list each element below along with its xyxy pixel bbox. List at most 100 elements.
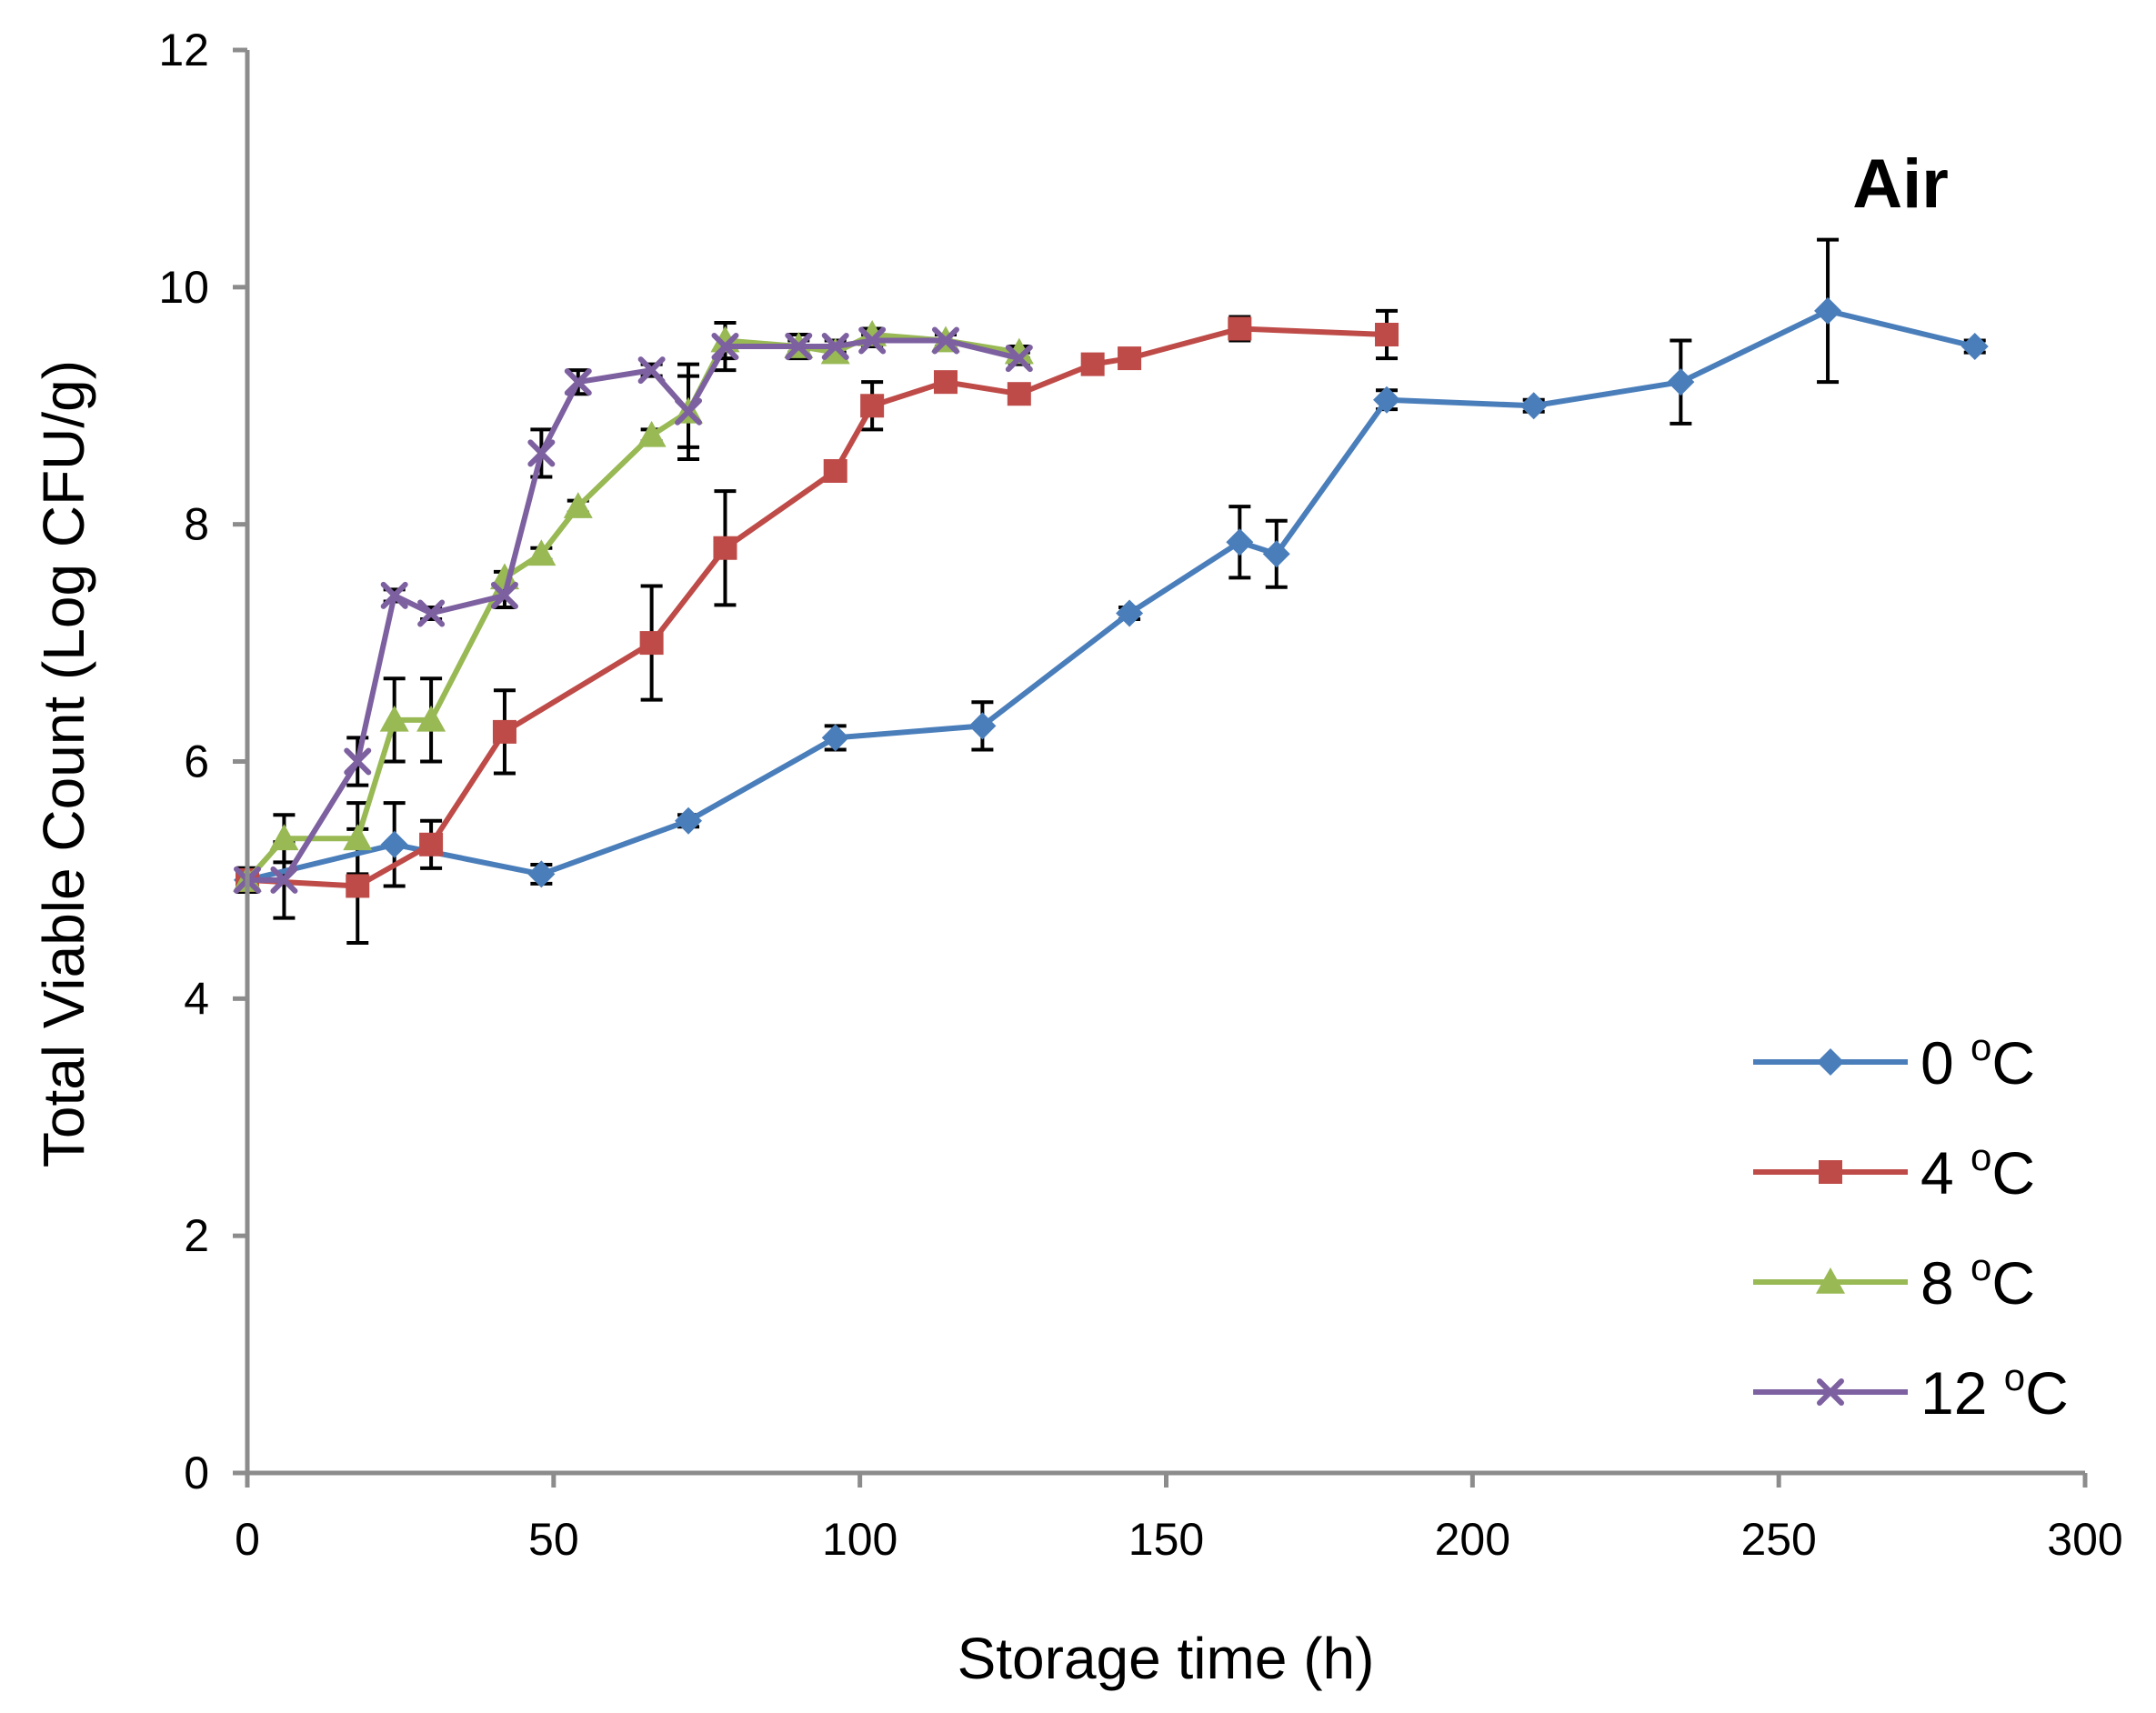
legend-unit: C <box>1991 1139 2035 1207</box>
series-12c-line <box>247 337 1020 883</box>
series-8c-point <box>269 824 299 851</box>
series-12c-point <box>711 333 739 361</box>
legend-temp: 12 <box>1920 1359 2004 1427</box>
y-axis-title: Total Viable Count (Log CFU/g) <box>31 360 96 1167</box>
x-marker-stroke <box>1817 1378 1844 1406</box>
x-tick-label: 50 <box>528 1514 579 1565</box>
x-tick-label: 200 <box>1435 1514 1510 1565</box>
series-4c-point <box>639 631 664 656</box>
legend-marker <box>1817 1048 1844 1076</box>
series-12c-point <box>344 747 372 776</box>
series-0c-point <box>1519 392 1548 420</box>
legend-label: 4 oC <box>1920 1136 2035 1207</box>
legend-degree-sup: o <box>2004 1356 2025 1398</box>
legend-temp: 4 <box>1920 1139 1970 1207</box>
series-4c-group <box>236 316 1399 898</box>
x-marker-stroke <box>675 397 703 426</box>
series-8c-point <box>526 539 557 566</box>
legend-temp: 8 <box>1920 1249 1970 1317</box>
series-12c-point <box>380 581 408 609</box>
x-tick-label: 250 <box>1740 1514 1816 1565</box>
x-tick-label: 150 <box>1128 1514 1204 1565</box>
series-4c-point <box>492 719 516 744</box>
series-8c-point <box>343 824 373 851</box>
series-12c-point <box>675 397 703 426</box>
x-marker-stroke <box>527 439 556 467</box>
legend-unit: C <box>2025 1359 2069 1427</box>
series-8c-point <box>637 420 667 447</box>
y-tick-label: 10 <box>158 262 209 313</box>
legend-unit: C <box>1991 1029 2035 1097</box>
y-tick-label: 4 <box>184 973 209 1024</box>
series-lines <box>233 296 1989 898</box>
series-4c-point <box>1118 346 1142 371</box>
series-0c-point <box>1960 333 1989 361</box>
series-0c-point <box>1814 296 1842 325</box>
series-4c-point <box>1007 382 1031 406</box>
x-marker-stroke <box>380 581 408 609</box>
condition-annotation: Air <box>1852 145 1949 223</box>
series-12c-point <box>785 333 813 361</box>
legend-label: 0 oC <box>1920 1026 2035 1097</box>
series-0c-point <box>1262 540 1290 568</box>
series-0c-point <box>1667 368 1695 396</box>
series-0c-point <box>1373 386 1401 414</box>
series-4c-point <box>713 536 737 560</box>
series-12c-point <box>1005 345 1033 373</box>
series-12c-point <box>270 866 298 894</box>
legend-degree-sup: o <box>1970 1026 1991 1068</box>
x-marker-stroke <box>821 333 849 361</box>
x-marker-stroke <box>564 368 592 396</box>
legend-item-0c: 0 oC <box>1753 1026 2035 1097</box>
series-0c-point <box>968 712 997 740</box>
series-4c-point <box>419 832 444 856</box>
series-4c-point <box>823 458 847 483</box>
series-8c-point <box>489 563 519 590</box>
series-0c-line <box>246 307 1976 883</box>
series-4c-point <box>933 370 958 395</box>
series-12c-group <box>234 326 1033 894</box>
legend-marker <box>1817 1378 1844 1406</box>
x-marker-stroke <box>344 747 372 776</box>
series-0c-point <box>380 830 408 858</box>
legend-unit: C <box>1991 1249 2035 1317</box>
series-8c-error-group <box>236 320 1030 894</box>
legend-marker <box>1819 1160 1842 1184</box>
legend-item-4c: 4 oC <box>1753 1136 2035 1207</box>
x-marker-stroke <box>931 326 959 355</box>
legend-temp: 0 <box>1920 1029 1970 1097</box>
x-marker-stroke <box>637 356 666 385</box>
y-tick-label: 8 <box>184 499 209 550</box>
series-0c-point <box>1226 528 1254 556</box>
series-8c-point <box>563 492 593 518</box>
x-marker-stroke <box>490 581 518 609</box>
series-12c-point <box>564 368 592 396</box>
series-8c-group <box>233 320 1034 892</box>
y-tick-label: 12 <box>158 25 209 75</box>
y-tick-label: 2 <box>184 1210 209 1261</box>
series-4c-point <box>1375 323 1399 346</box>
series-8c-point <box>416 705 446 732</box>
x-marker-stroke <box>711 333 739 361</box>
series-8c-line <box>245 332 1020 882</box>
series-0c-point <box>1116 599 1144 627</box>
series-12c-point <box>931 326 959 355</box>
x-marker-stroke <box>270 866 298 894</box>
legend-item-8c: 8 oC <box>1753 1246 2035 1317</box>
y-tick-label: 6 <box>184 736 209 787</box>
series-0c-error-group <box>236 237 1986 894</box>
series-4c-point <box>1080 352 1105 376</box>
series-12c-point <box>490 581 518 609</box>
plot-area <box>233 237 1989 946</box>
series-0c-point <box>821 724 849 752</box>
legend-marker <box>1816 1267 1845 1294</box>
x-axis-title: Storage time (h) <box>958 1626 1375 1691</box>
legend-degree-sup: o <box>1970 1136 1991 1178</box>
series-4c-point <box>860 394 885 418</box>
x-tick-label: 300 <box>2047 1514 2122 1565</box>
legend-label: 8 oC <box>1920 1246 2035 1317</box>
legend-item-12c: 12 oC <box>1753 1356 2069 1427</box>
series-8c-point <box>379 705 409 732</box>
